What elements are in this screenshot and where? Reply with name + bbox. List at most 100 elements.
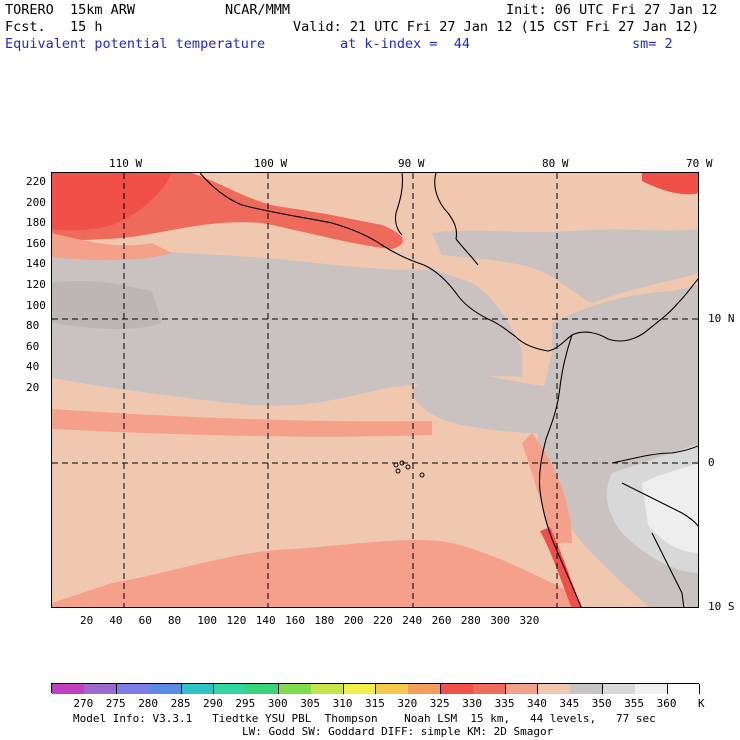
x-tick-label: 120: [226, 614, 247, 627]
colorbar-swatch: [635, 684, 669, 694]
colorbar-label: 315: [365, 697, 385, 710]
y-tick-label: 220: [26, 175, 46, 188]
field-name: Equivalent potential temperature: [5, 36, 266, 52]
latitude-label: 10 N: [708, 312, 735, 325]
gray-band-north: [52, 251, 522, 406]
y-tick-label: 140: [26, 257, 46, 271]
x-tick-label: 260: [431, 614, 452, 627]
red-coast-strip: [540, 527, 582, 607]
colorbar-swatch: [311, 684, 345, 694]
lat-lon-grid: [52, 173, 698, 607]
colorbar-label: 325: [429, 697, 450, 710]
longitude-label: 80 W: [542, 157, 569, 170]
colorbar-label: 270: [73, 697, 94, 710]
equivalent-potential-temperature-map: [52, 173, 698, 607]
x-tick-label: 140: [255, 614, 276, 627]
longitude-label: 100 W: [254, 157, 288, 170]
colorbar-label: 290: [203, 697, 223, 710]
init-time: Init: 06 UTC Fri 27 Jan 12: [506, 2, 718, 18]
y-tick-label: 60: [26, 339, 40, 353]
y-tick-label: 80: [26, 319, 40, 333]
colorbar-swatch: [84, 684, 118, 694]
salmon-equatorial: [52, 409, 432, 437]
y-tick-label: 100: [26, 298, 46, 312]
x-tick-label: 180: [314, 614, 335, 627]
longitude-label: 90 W: [398, 157, 425, 170]
colorbar-label: 275: [105, 697, 126, 710]
colorbar-label: 285: [170, 697, 191, 710]
colorbar-swatch: [246, 684, 280, 694]
colorbar-label: 305: [300, 697, 321, 710]
x-tick-label: 160: [285, 614, 305, 627]
colorbar-swatch: [116, 684, 150, 694]
colorbar-label: 330: [462, 697, 483, 710]
colorbar-label: 340: [527, 697, 547, 710]
galapagos-islands: [393, 460, 425, 478]
colorbar-swatch: [278, 684, 312, 694]
coastlines: [199, 173, 698, 607]
level-label: at k-index = 44: [340, 36, 471, 52]
organization: NCAR/MMM: [225, 2, 291, 18]
colorbar-label: 295: [235, 697, 256, 710]
hot-core-northwest: [52, 173, 172, 231]
colorbar-swatch: [343, 684, 377, 694]
model-info: Model Info: V3.3.1 Tiedtke YSU PBL Thomp…: [73, 712, 656, 725]
y-tick-label: 160: [26, 236, 46, 250]
x-tick-label: 40: [109, 614, 123, 627]
x-tick-label: 200: [343, 614, 364, 627]
latitude-label: 0: [708, 456, 715, 469]
latitude-label: 10 S: [708, 600, 735, 613]
y-tick-label: 20: [26, 381, 40, 394]
colorbar-swatch: [149, 684, 183, 694]
colorbar-label: 320: [397, 697, 418, 710]
colorbar-label: 350: [591, 697, 612, 710]
hot-core-northeast: [642, 173, 698, 195]
colorbar-swatch: [440, 684, 474, 694]
colorbar-swatch: [473, 684, 507, 694]
physics-info: LW: Godd SW: Goddard DIFF: simple KM: 2D…: [242, 725, 554, 738]
y-tick-label: 180: [26, 216, 46, 230]
colorbar-swatch: [376, 684, 409, 694]
x-tick-label: 280: [460, 614, 481, 627]
longitude-label: 110 W: [109, 157, 143, 170]
colorbar-label: 355: [624, 697, 645, 710]
colorbar-unit: K: [698, 697, 705, 710]
forecast-hour: Fcst. 15 h: [5, 19, 103, 35]
x-tick-label: 320: [519, 614, 540, 627]
colorbar-label: 300: [267, 697, 288, 710]
colorbar-label: 335: [494, 697, 515, 710]
x-tick-label: 100: [197, 614, 218, 627]
colorbar-swatch: [505, 684, 539, 694]
colorbar: [51, 683, 701, 694]
smoothing-label: sm= 2: [632, 36, 673, 52]
x-tick-label: 80: [167, 614, 182, 627]
colorbar-swatch: [181, 684, 215, 694]
valid-time: Valid: 21 UTC Fri 27 Jan 12 (15 CST Fri …: [293, 19, 700, 35]
x-tick-label: 60: [138, 614, 152, 627]
colorbar-swatch: [570, 684, 604, 694]
colorbar-swatch: [408, 684, 442, 694]
longitude-label: 70 W: [686, 157, 713, 170]
colorbar-label: 360: [656, 697, 677, 710]
colorbar-swatch: [52, 684, 85, 694]
colorbar-label: 345: [559, 697, 580, 710]
y-tick-label: 40: [26, 360, 40, 374]
colorbar-swatch: [667, 684, 701, 694]
map-panel: [51, 172, 699, 608]
salmon-coast: [522, 433, 572, 543]
y-tick-label: 200: [26, 195, 46, 209]
y-tick-label: 120: [26, 278, 46, 291]
x-tick-label: 240: [402, 614, 423, 627]
x-tick-label: 20: [80, 614, 94, 627]
salmon-north: [52, 233, 172, 261]
land-white: [642, 463, 698, 553]
colorbar-label: 310: [332, 697, 353, 710]
colorbar-swatch: [602, 684, 636, 694]
colorbar-swatch: [214, 684, 247, 694]
x-tick-label: 300: [490, 614, 511, 627]
colorbar-swatch: [538, 684, 571, 694]
salmon-south: [52, 540, 572, 607]
gray-band-northeast: [432, 229, 698, 303]
x-tick-label: 220: [373, 614, 393, 627]
gray-band-central: [412, 372, 576, 434]
